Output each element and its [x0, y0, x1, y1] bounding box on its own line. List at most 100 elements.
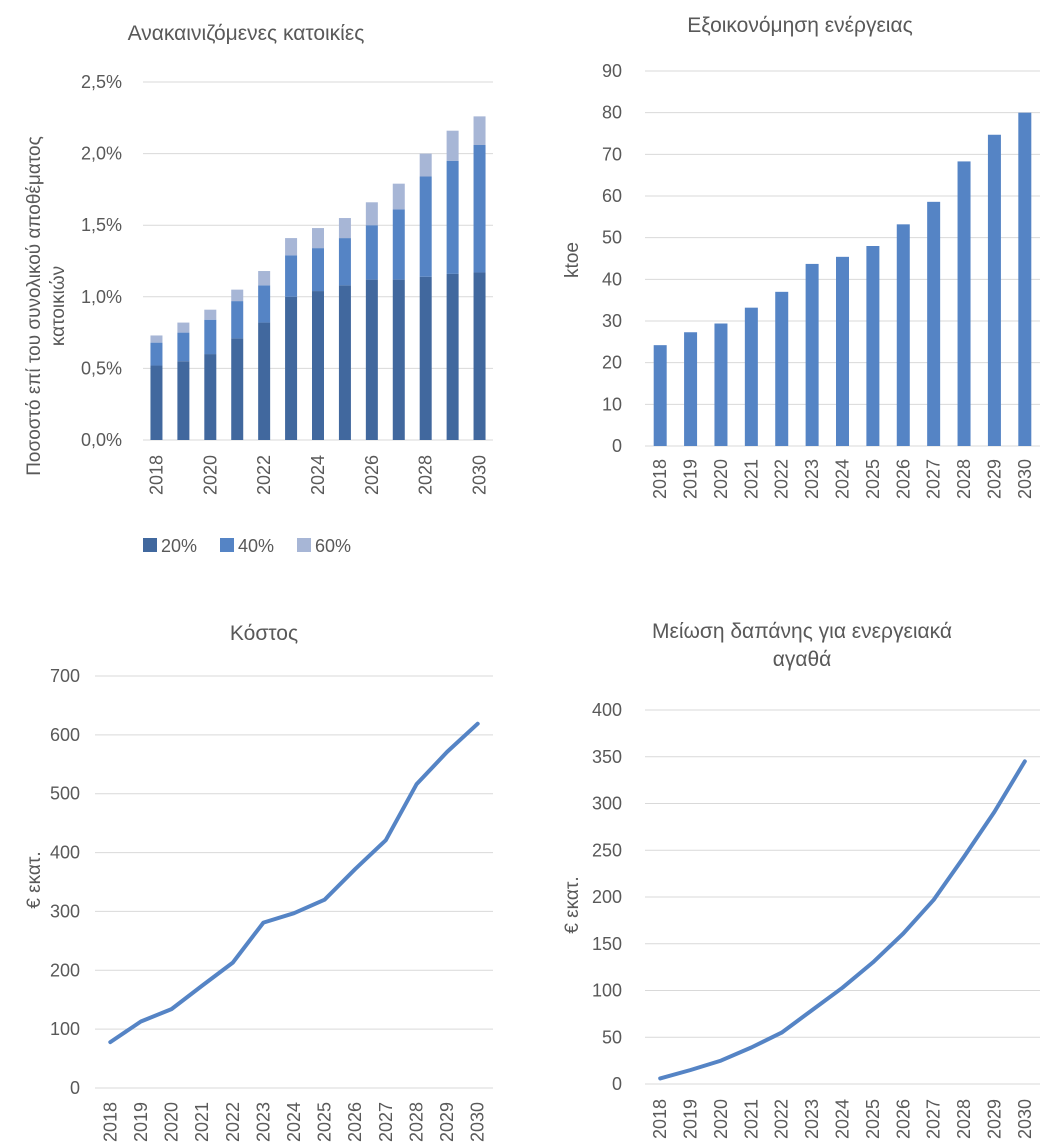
y-tick-label: 2,0% [81, 144, 122, 164]
x-tick-label: 2027 [924, 1099, 944, 1139]
y-tick-label: 400 [592, 700, 622, 720]
bar-60pct-2020 [204, 309, 217, 320]
y-axis-title-line-2: κατοικιών [48, 266, 69, 346]
legend-label-40: 40% [238, 536, 274, 556]
x-tick-label: 2025 [863, 1099, 883, 1139]
y-tick-label: 300 [50, 901, 80, 921]
y-tick-label: 60 [602, 186, 622, 206]
x-tick-label: 2022 [772, 459, 792, 499]
x-tick-labels: 2018 2019 2020 2021 2022 2023 2024 2025 2026 2027… [100, 1102, 487, 1142]
x-tick-label: 2019 [681, 459, 701, 499]
x-tick-labels: 2018 2020 2022 2024 2026 2028 2030 [146, 455, 489, 495]
y-tick-label: 700 [50, 666, 80, 686]
y-tick-label: 400 [50, 843, 80, 863]
y-tick-label: 2,5% [81, 72, 122, 92]
x-tick-label: 2021 [192, 1102, 212, 1142]
x-tick-label: 2020 [711, 459, 731, 499]
x-tick-label: 2024 [308, 455, 328, 495]
y-tick-label: 90 [602, 61, 622, 81]
legend: 20% 40% 60% [143, 536, 351, 556]
series-lines [108, 721, 480, 1045]
x-tick-label: 2018 [650, 1099, 670, 1139]
x-tick-label: 2022 [772, 1099, 792, 1139]
bar-40pct-2019 [177, 332, 190, 362]
y-tick-label: 80 [602, 103, 622, 123]
x-tick-label: 2024 [284, 1102, 304, 1142]
x-tick-label: 2022 [254, 455, 274, 495]
gridlines [645, 709, 1040, 1085]
bar-60pct-2021 [231, 289, 244, 302]
bar-60pct-2023 [285, 238, 298, 256]
bar-60pct-2018 [150, 335, 163, 343]
y-tick-label: 300 [592, 794, 622, 814]
bar-20pct-2018 [150, 365, 163, 440]
x-tick-labels: 2018 2019 2020 2021 2022 2023 2024 2025 2026 2027… [650, 1099, 1035, 1139]
x-tick-label: 2030 [468, 1102, 488, 1142]
y-tick-label: 200 [50, 960, 80, 980]
legend-swatch-20 [143, 538, 157, 552]
bar-value-2018 [653, 345, 667, 446]
chart-title-line-2: αγαθά [773, 648, 832, 671]
x-tick-label: 2027 [376, 1102, 396, 1142]
chart-title: Κόστος [230, 622, 298, 645]
y-tick-label: 0 [612, 1074, 622, 1094]
x-tick-label: 2020 [162, 1102, 182, 1142]
y-axis-title: ktoe [562, 242, 583, 278]
bar-20pct-2027 [392, 279, 405, 440]
y-tick-label: 20 [602, 353, 622, 373]
x-tick-label: 2019 [681, 1099, 701, 1139]
y-tick-label: 0,5% [81, 358, 122, 378]
x-tick-label: 2028 [406, 1102, 426, 1142]
chart-title: Ανακαινιζόμενες κατοικίες [128, 22, 365, 45]
bar-40pct-2025 [338, 238, 351, 286]
legend-swatch-40 [220, 538, 234, 552]
bar-value-2020 [714, 323, 728, 446]
x-tick-label: 2029 [984, 459, 1004, 499]
x-tick-label: 2026 [362, 455, 382, 495]
bar-40pct-2022 [258, 285, 271, 323]
y-tick-label: 30 [602, 311, 622, 331]
x-tick-label: 2023 [802, 1099, 822, 1139]
bar-60pct-2026 [365, 202, 378, 226]
bar-value-2027 [927, 201, 941, 446]
bar-40pct-2024 [312, 248, 324, 292]
x-tick-label: 2021 [741, 459, 761, 499]
bar-40pct-2026 [365, 225, 378, 280]
y-axis-title: € εκατ. [24, 851, 45, 908]
y-axis-title-line-1: Ποσοστό επί του συνολικού αποθέματος [24, 136, 45, 476]
bar-20pct-2020 [204, 354, 217, 440]
bar-60pct-2029 [446, 130, 459, 161]
x-tick-label: 2026 [893, 1099, 913, 1139]
x-tick-label: 2023 [253, 1102, 273, 1142]
y-tick-label: 0 [612, 436, 622, 456]
x-tick-label: 2030 [470, 455, 490, 495]
x-tick-label: 2025 [863, 459, 883, 499]
bar-60pct-2025 [338, 218, 351, 239]
bar-40pct-2027 [392, 209, 405, 280]
x-tick-label: 2030 [1015, 1099, 1035, 1139]
x-tick-label: 2019 [131, 1102, 151, 1142]
y-tick-label: 250 [592, 840, 622, 860]
chart-energy-savings: Εξοικονόμηση ενέργειας ktoe 010203040506… [562, 14, 1040, 499]
bar-40pct-2020 [204, 319, 217, 355]
x-tick-label: 2022 [223, 1102, 243, 1142]
bar-value-2023 [805, 263, 819, 446]
bars [653, 112, 1032, 447]
y-tick-label: 100 [50, 1019, 80, 1039]
x-tick-label: 2026 [345, 1102, 365, 1142]
series-line [108, 721, 480, 1045]
x-tick-label: 2020 [711, 1099, 731, 1139]
y-tick-labels: 0,0% 0,5% 1,0% 1,5% 2,0% 2,5% [81, 72, 122, 450]
x-tick-label: 2028 [416, 455, 436, 495]
x-tick-label: 2018 [100, 1102, 120, 1142]
bar-60pct-2024 [312, 228, 324, 249]
y-tick-labels: 0 100 200 300 400 500 600 700 [50, 666, 80, 1098]
bar-value-2025 [866, 246, 880, 446]
bar-40pct-2028 [419, 176, 432, 277]
bar-60pct-2028 [419, 153, 432, 177]
y-axis-title: € εκατ. [562, 876, 583, 933]
y-tick-label: 50 [602, 228, 622, 248]
bar-60pct-2022 [258, 271, 271, 286]
legend-label-20: 20% [161, 536, 197, 556]
x-tick-label: 2029 [984, 1099, 1004, 1139]
